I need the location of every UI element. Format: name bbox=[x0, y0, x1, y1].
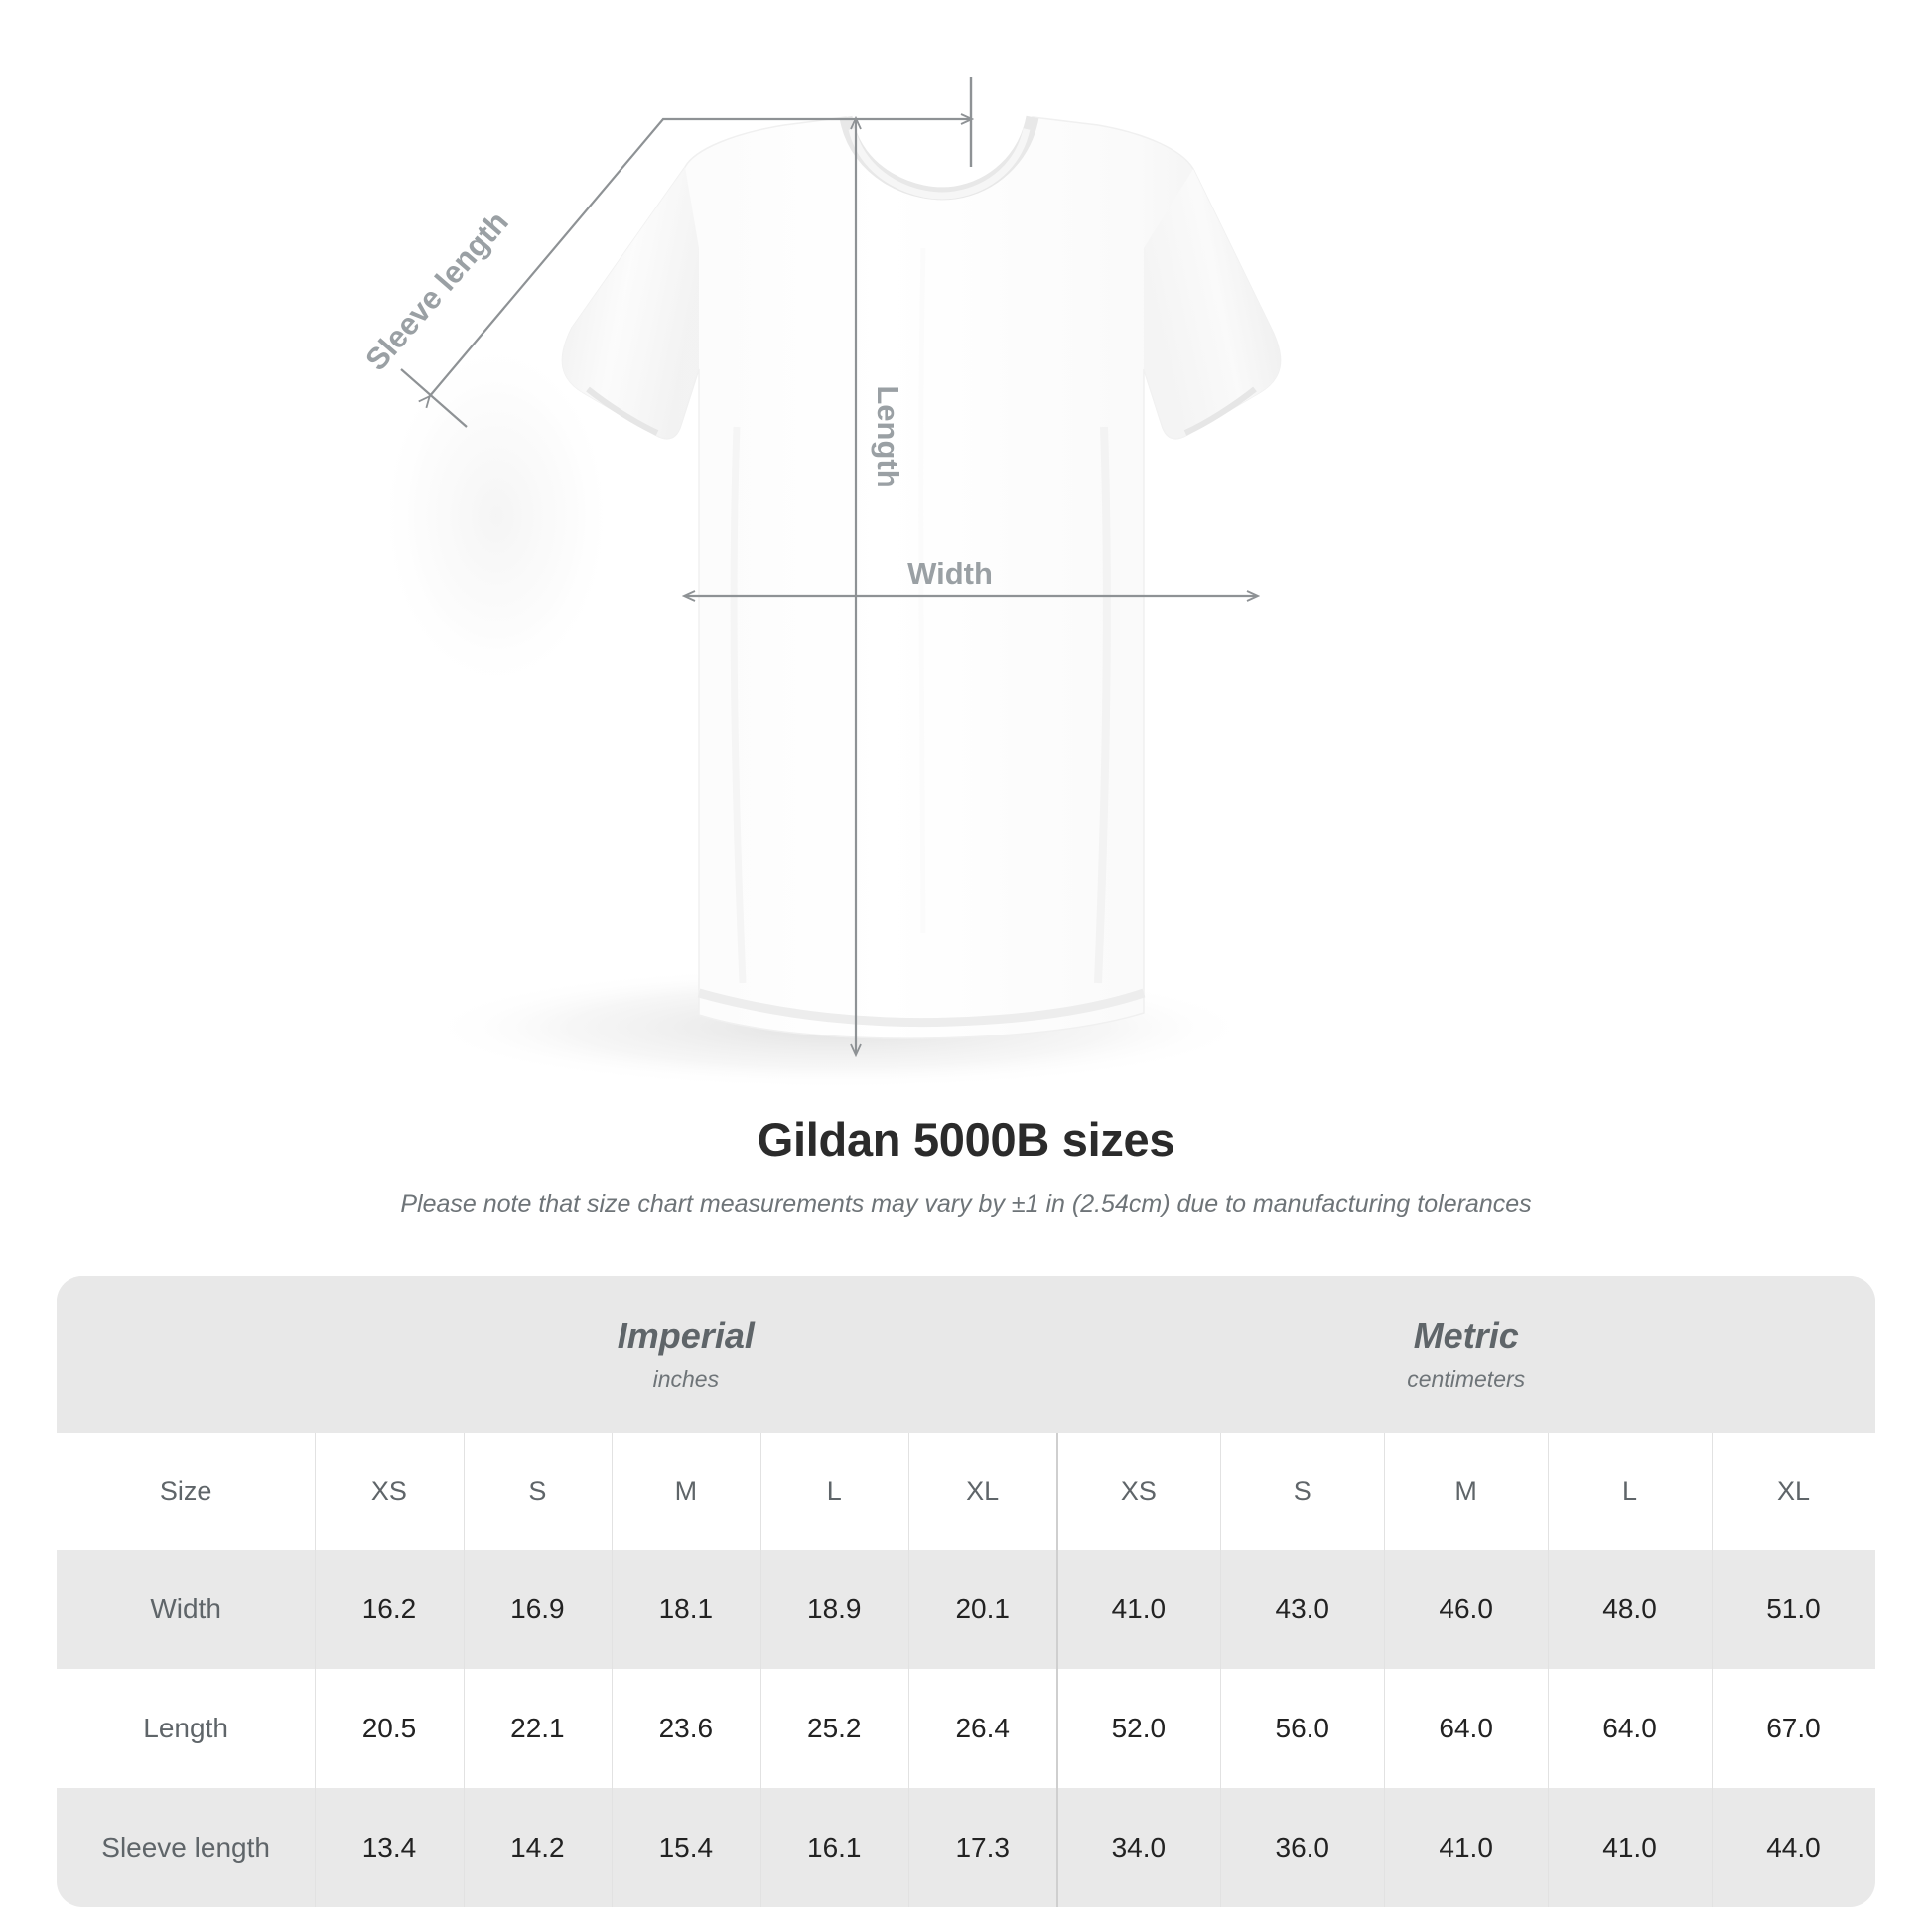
cell-width-metric-xl: 51.0 bbox=[1711, 1550, 1875, 1669]
header-metric-l: L bbox=[1548, 1433, 1712, 1550]
cell-width-imperial-s: 16.9 bbox=[463, 1550, 613, 1669]
cell-length-metric-xs: 52.0 bbox=[1056, 1669, 1221, 1788]
header-imperial-xs: XS bbox=[315, 1433, 464, 1550]
header-imperial-s: S bbox=[463, 1433, 613, 1550]
unit-sub-metric: centimeters bbox=[1407, 1366, 1526, 1393]
cell-length-metric-xl: 67.0 bbox=[1711, 1669, 1875, 1788]
sleeve-length-measure bbox=[400, 77, 971, 428]
length-label: Length bbox=[871, 385, 905, 487]
cell-width-metric-l: 48.0 bbox=[1548, 1550, 1712, 1669]
cell-width-metric-xs: 41.0 bbox=[1056, 1550, 1221, 1669]
unit-system-row: Imperial inches Metric centimeters bbox=[57, 1276, 1875, 1433]
cell-sleeve-imperial-l: 16.1 bbox=[759, 1788, 908, 1907]
row-label-width: Width bbox=[57, 1550, 316, 1669]
table-row: Sleeve length 13.4 14.2 15.4 16.1 17.3 3… bbox=[57, 1788, 1875, 1907]
shirt-left-sleeve bbox=[562, 167, 699, 439]
cell-length-imperial-l: 25.2 bbox=[759, 1669, 908, 1788]
header-metric-xl: XL bbox=[1711, 1433, 1875, 1550]
row-label-sleeve-length: Sleeve length bbox=[57, 1788, 316, 1907]
cell-sleeve-metric-m: 41.0 bbox=[1384, 1788, 1549, 1907]
shirt-hem bbox=[697, 988, 1146, 1028]
cell-width-metric-m: 46.0 bbox=[1384, 1550, 1549, 1669]
unit-name-imperial: Imperial bbox=[617, 1314, 755, 1356]
cell-width-imperial-xs: 16.2 bbox=[315, 1550, 464, 1669]
size-chart-heading: Gildan 5000B sizes Please note that size… bbox=[0, 1112, 1932, 1219]
cell-sleeve-metric-s: 36.0 bbox=[1220, 1788, 1385, 1907]
header-metric-s: S bbox=[1220, 1433, 1385, 1550]
cell-sleeve-metric-xl: 44.0 bbox=[1711, 1788, 1875, 1907]
cell-length-metric-s: 56.0 bbox=[1220, 1669, 1385, 1788]
header-metric-m: M bbox=[1384, 1433, 1549, 1550]
header-metric-xs: XS bbox=[1056, 1433, 1221, 1550]
page-title: Gildan 5000B sizes bbox=[757, 1113, 1175, 1166]
unit-sub-imperial: inches bbox=[652, 1366, 720, 1393]
size-chart-table: Imperial inches Metric centimeters Size … bbox=[57, 1276, 1875, 1907]
header-imperial-xl: XL bbox=[907, 1433, 1057, 1550]
header-size-label: Size bbox=[57, 1433, 316, 1550]
cell-sleeve-imperial-m: 15.4 bbox=[612, 1788, 760, 1907]
unit-spacer-cell bbox=[57, 1276, 316, 1433]
header-imperial-m: M bbox=[612, 1433, 760, 1550]
cell-width-imperial-m: 18.1 bbox=[612, 1550, 760, 1669]
shirt-right-sleeve bbox=[1144, 169, 1281, 439]
unit-name-metric: Metric bbox=[1413, 1314, 1519, 1356]
tshirt-measurement-diagram: Sleeve length Length Width bbox=[358, 77, 1282, 1089]
cell-sleeve-imperial-s: 14.2 bbox=[463, 1788, 613, 1907]
width-label: Width bbox=[907, 556, 993, 591]
cell-width-imperial-xl: 20.1 bbox=[907, 1550, 1057, 1669]
cell-length-imperial-s: 22.1 bbox=[463, 1669, 613, 1788]
row-label-length: Length bbox=[57, 1669, 316, 1788]
header-imperial-l: L bbox=[759, 1433, 908, 1550]
unit-cell-metric: Metric centimeters bbox=[1056, 1276, 1875, 1433]
table-header-row: Size XS S M L XL XS S M L XL bbox=[57, 1433, 1875, 1550]
tshirt-illustration: Sleeve length Length Width bbox=[358, 77, 1282, 1089]
cell-width-imperial-l: 18.9 bbox=[759, 1550, 908, 1669]
tolerance-note: Please note that size chart measurements… bbox=[400, 1190, 1532, 1219]
cell-sleeve-metric-xs: 34.0 bbox=[1056, 1788, 1221, 1907]
cell-length-metric-l: 64.0 bbox=[1548, 1669, 1712, 1788]
cell-length-imperial-m: 23.6 bbox=[612, 1669, 760, 1788]
cell-width-metric-s: 43.0 bbox=[1220, 1550, 1385, 1669]
cell-sleeve-metric-l: 41.0 bbox=[1548, 1788, 1712, 1907]
table-row: Width 16.2 16.9 18.1 18.9 20.1 41.0 43.0… bbox=[57, 1550, 1875, 1669]
unit-cell-imperial: Imperial inches bbox=[315, 1276, 1057, 1433]
table-row: Length 20.5 22.1 23.6 25.2 26.4 52.0 56.… bbox=[57, 1669, 1875, 1788]
cell-length-imperial-xs: 20.5 bbox=[315, 1669, 464, 1788]
cell-sleeve-imperial-xs: 13.4 bbox=[315, 1788, 464, 1907]
cell-length-metric-m: 64.0 bbox=[1384, 1669, 1549, 1788]
cell-length-imperial-xl: 26.4 bbox=[907, 1669, 1057, 1788]
cell-sleeve-imperial-xl: 17.3 bbox=[907, 1788, 1057, 1907]
